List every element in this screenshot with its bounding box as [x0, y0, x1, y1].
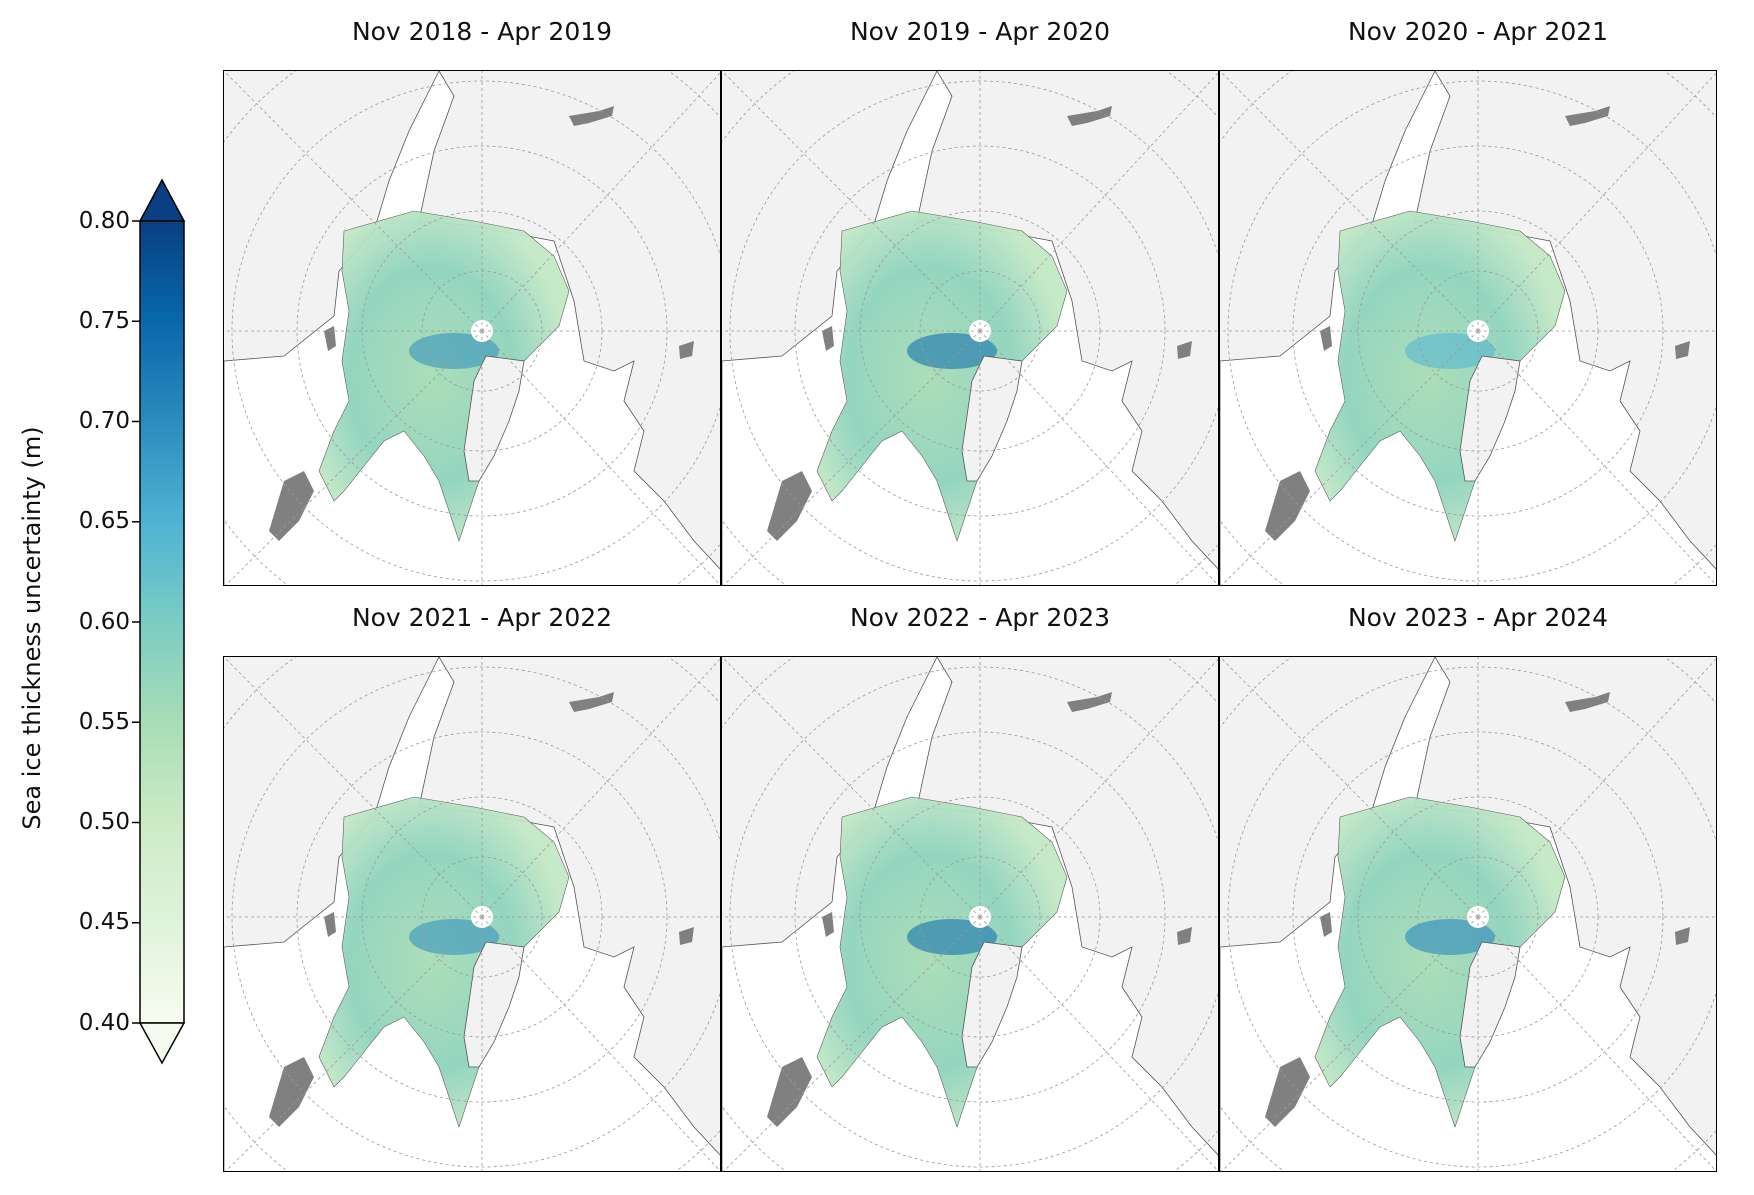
- lake: [1320, 326, 1332, 351]
- lake: [1565, 692, 1610, 712]
- lake: [767, 1057, 812, 1127]
- lake: [1565, 106, 1610, 126]
- graticule: [722, 657, 1218, 1171]
- colorbar: 0.80 0.75 0.70 0.65 0.60 0.55 0.50 0.45 …: [0, 0, 200, 1191]
- lake: [1067, 692, 1112, 712]
- high-uncertainty-band: [1405, 919, 1495, 955]
- high-uncertainty-band: [409, 333, 499, 369]
- colorbar-tick-label: 0.60: [78, 609, 130, 635]
- lake: [1265, 1057, 1310, 1127]
- lake: [822, 326, 834, 351]
- lake: [1265, 471, 1310, 541]
- lake: [1067, 106, 1112, 126]
- map-panel: [1219, 70, 1717, 586]
- map-panel: [223, 656, 721, 1172]
- high-uncertainty-band: [907, 333, 997, 369]
- map-panel: [721, 656, 1219, 1172]
- map-panel: [1219, 656, 1717, 1172]
- colorbar-graphic: [132, 178, 186, 1065]
- high-uncertainty-band: [1405, 333, 1495, 369]
- colorbar-tick-label: 0.40: [78, 1010, 130, 1036]
- lake: [679, 341, 694, 359]
- colorbar-tick-label: 0.70: [78, 408, 130, 434]
- greenland: [1459, 355, 1521, 482]
- graticule: [1220, 71, 1716, 585]
- graticule: [722, 71, 1218, 585]
- lake: [1177, 341, 1192, 359]
- high-uncertainty-band: [409, 919, 499, 955]
- high-uncertainty-band: [907, 919, 997, 955]
- sea-ice-field: [1314, 210, 1566, 542]
- lake: [1675, 341, 1690, 359]
- colorbar-body: [139, 220, 185, 1024]
- greenland: [961, 941, 1023, 1068]
- lake: [269, 471, 314, 541]
- colorbar-tick-label: 0.75: [78, 308, 130, 334]
- graticule: [224, 71, 720, 585]
- panel-title: Nov 2018 - Apr 2019: [351, 17, 613, 46]
- colorbar-tick-label: 0.55: [78, 709, 130, 735]
- lake: [822, 912, 834, 937]
- panel-title: Nov 2021 - Apr 2022: [351, 603, 613, 632]
- panel-title: Nov 2020 - Apr 2021: [1347, 17, 1609, 46]
- colorbar-tick-label: 0.45: [78, 909, 130, 935]
- map-panel: [223, 70, 721, 586]
- greenland: [1459, 941, 1521, 1068]
- lake: [324, 912, 336, 937]
- lake: [1320, 912, 1332, 937]
- colorbar-tick-label: 0.65: [78, 508, 130, 534]
- colorbar-tick-label: 0.80: [78, 208, 130, 234]
- sea-ice-field: [1314, 796, 1566, 1128]
- panel-title: Nov 2019 - Apr 2020: [849, 17, 1111, 46]
- lake: [679, 927, 694, 945]
- panel-title: Nov 2022 - Apr 2023: [849, 603, 1111, 632]
- lake: [767, 471, 812, 541]
- greenland: [463, 355, 525, 482]
- colorbar-extend-top: [138, 178, 186, 222]
- graticule: [224, 657, 720, 1171]
- sea-ice-field: [318, 210, 570, 542]
- colorbar-extend-bottom: [138, 1022, 186, 1065]
- sea-ice-field: [318, 796, 570, 1128]
- sea-ice-field: [816, 796, 1068, 1128]
- panel-title: Nov 2023 - Apr 2024: [1347, 603, 1609, 632]
- colorbar-tick-label: 0.50: [78, 809, 130, 835]
- map-panel: [721, 70, 1219, 586]
- lake: [324, 326, 336, 351]
- greenland: [463, 941, 525, 1068]
- greenland: [961, 355, 1023, 482]
- sea-ice-field: [816, 210, 1068, 542]
- lake: [569, 106, 614, 126]
- graticule: [1220, 657, 1716, 1171]
- lake: [569, 692, 614, 712]
- colorbar-label: Sea ice thickness uncertainty (m): [18, 426, 46, 830]
- lake: [1675, 927, 1690, 945]
- lake: [1177, 927, 1192, 945]
- lake: [269, 1057, 314, 1127]
